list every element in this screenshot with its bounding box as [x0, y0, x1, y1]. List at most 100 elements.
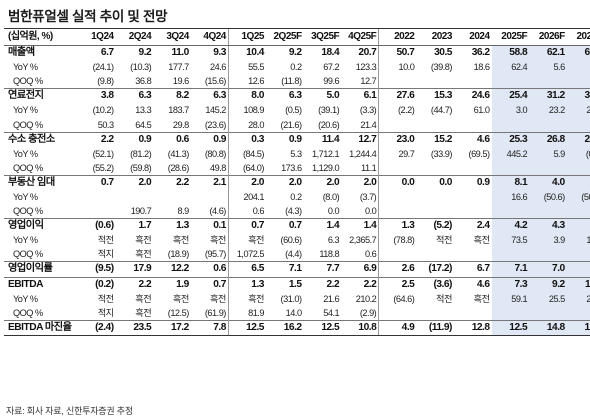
- table-cell: 10.4: [227, 45, 266, 61]
- table-cell: 15.2: [416, 131, 454, 147]
- table-cell: 3.0: [491, 103, 530, 118]
- row-label: YoY %: [13, 105, 38, 116]
- table-cell: 0.7: [78, 174, 116, 190]
- table-cell: (31.0): [280, 293, 303, 304]
- table-cell: 5.3: [290, 148, 302, 159]
- table-cell: 4.9: [378, 319, 417, 336]
- table-cell: 108.9: [227, 103, 266, 118]
- table-cell: [491, 117, 530, 133]
- table-cell: 0.0: [416, 174, 454, 190]
- table-cell: 21.4: [360, 119, 377, 130]
- table-cell: 177.7: [168, 62, 189, 73]
- table-cell: 6.9: [341, 261, 379, 277]
- table-cell: [454, 306, 492, 321]
- table-cell: (50.6): [529, 189, 567, 205]
- table-cell: (0.5): [285, 105, 302, 116]
- table-cell: [566, 247, 590, 262]
- table-cell: 흑전: [473, 235, 490, 246]
- table-cell: 14.0: [285, 307, 302, 318]
- table-cell: [454, 117, 492, 132]
- table-cell: (23.6): [204, 119, 227, 130]
- table-cell: [529, 160, 567, 176]
- column-header: 2Q25F: [265, 28, 304, 46]
- table-cell: 7.4: [566, 261, 590, 277]
- row-label: YoY %: [13, 148, 38, 159]
- table-cell: 4.3: [529, 218, 567, 234]
- table-cell: (52.1): [92, 148, 115, 159]
- table-cell: 흑전: [473, 293, 490, 304]
- table-cell: 61.0: [473, 105, 490, 116]
- table-cell: 204.1: [227, 189, 266, 205]
- table-cell: 1.3: [153, 218, 191, 234]
- table-cell: (20.6): [318, 119, 340, 130]
- row-label: QOQ %: [13, 119, 43, 130]
- table-cell: 54.1: [323, 307, 340, 318]
- table-cell: 흑전: [135, 307, 152, 318]
- table-cell: (10.3): [130, 62, 152, 73]
- table-cell: 16.5: [566, 319, 590, 336]
- table-cell: 0.9: [453, 174, 492, 190]
- table-cell: [416, 161, 454, 176]
- table-cell: (0.2): [78, 276, 116, 292]
- table-cell: 11.2: [566, 276, 590, 292]
- table-cell: [378, 305, 417, 321]
- table-cell: 6.3: [115, 88, 154, 104]
- table-cell: 2.0: [265, 174, 304, 190]
- table-cell: (8.0): [322, 191, 340, 202]
- row-label: QOQ %: [13, 206, 43, 217]
- column-header: 1Q24: [78, 28, 116, 46]
- table-cell: 36.8: [135, 76, 152, 87]
- table-cell: (2.9): [359, 307, 377, 318]
- table-cell: [378, 117, 417, 133]
- table-cell: 50.3: [97, 119, 114, 130]
- table-row: 영업이익 (0.6) 1.7 1.3 0.1 0.7 0.7 1.4 1.4 1.3 (5.2) 2.…: [4, 218, 590, 234]
- table-cell: 1.5: [265, 276, 304, 292]
- table-cell: 8.2: [153, 88, 191, 104]
- row-label: YoY %: [13, 293, 38, 304]
- table-cell: 0.9: [190, 131, 229, 147]
- column-header: 3Q24: [153, 28, 191, 46]
- row-label: YoY %: [13, 62, 38, 73]
- row-label: 연료전지: [4, 88, 78, 104]
- table-cell: 445.2: [491, 146, 530, 161]
- table-cell: 15.3: [416, 88, 454, 104]
- column-header: 2022: [378, 28, 417, 46]
- table-cell: 12.8: [453, 319, 492, 336]
- table-cell: 62.4: [491, 60, 530, 75]
- table-subrow: QOQ % 190.7 8.9 (4.6) 0.6 (4.3) 0.0 0.0: [4, 204, 590, 219]
- table-cell: 7.1: [265, 261, 304, 277]
- table-cell: (81.2): [130, 148, 152, 159]
- table-cell: 210.2: [355, 293, 377, 304]
- table-cell: 7.7: [303, 261, 342, 277]
- table-cell: (4.6): [209, 206, 226, 217]
- table-cell: [529, 305, 567, 321]
- table-cell: 흑전: [135, 293, 152, 304]
- table-cell: [153, 190, 191, 204]
- table-cell: 적전: [97, 235, 114, 246]
- table-cell: 23.0: [378, 131, 417, 147]
- table-cell: 2.2: [153, 174, 191, 190]
- table-cell: 0.7: [265, 218, 304, 234]
- table-cell: 0.7: [227, 218, 266, 234]
- table-cell: (12.5): [167, 307, 190, 318]
- table-cell: 0.6: [364, 249, 377, 260]
- table-cell: [416, 117, 454, 132]
- column-header: 2023: [416, 28, 454, 46]
- row-label: 영업이익: [4, 218, 78, 234]
- table-cell: [416, 190, 454, 204]
- table-row: EBITDA (0.2) 2.2 1.9 0.7 1.3 1.5 2.2 2.2 2.5 (3.6)…: [4, 276, 590, 292]
- table-cell: 18.4: [303, 45, 342, 61]
- table-subrow: QOQ % (55.2) (59.8) (28.6) 49.8 (64.0) 173.6 1,…: [4, 160, 590, 176]
- table-cell: (17.2): [416, 261, 454, 277]
- table-cell: 1,072.5: [227, 247, 266, 262]
- table-cell: 흑전: [209, 235, 226, 246]
- table-cell: 적전: [436, 293, 452, 304]
- table-cell: 123.3: [355, 62, 377, 73]
- table-cell: 0.0: [378, 174, 417, 190]
- table-cell: 적지: [97, 249, 114, 260]
- table-cell: (18.9): [167, 249, 190, 260]
- table-cell: (61.9): [204, 307, 227, 318]
- table-cell: (41.3): [167, 148, 190, 159]
- table-cell: 2.2: [303, 276, 342, 292]
- table-cell: 16.2: [265, 319, 304, 336]
